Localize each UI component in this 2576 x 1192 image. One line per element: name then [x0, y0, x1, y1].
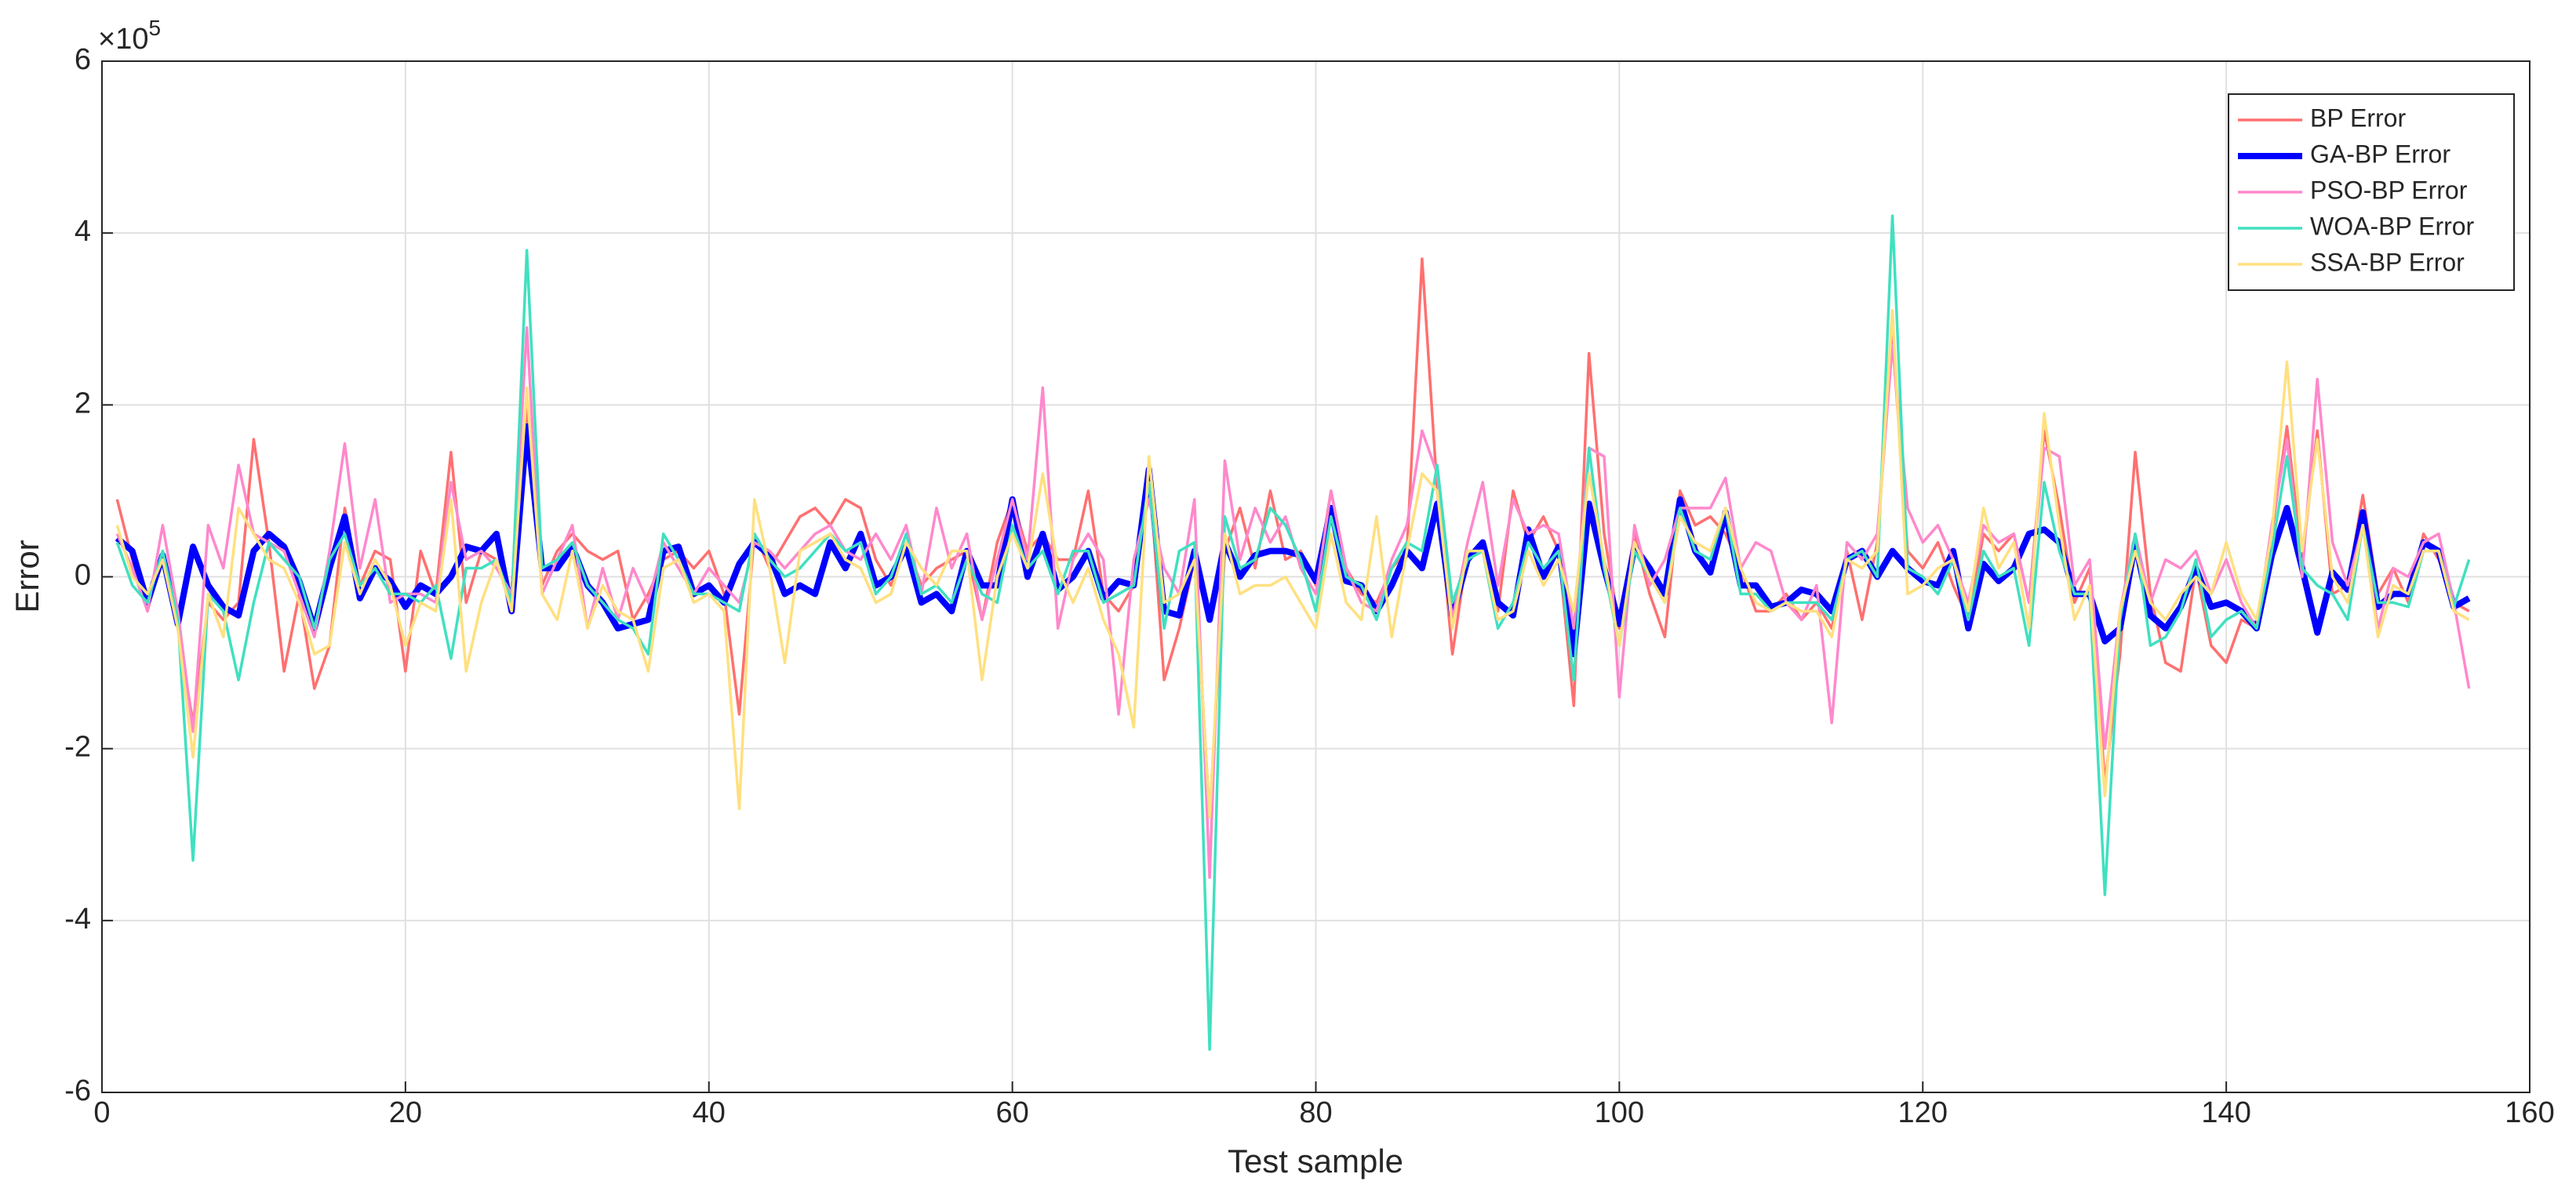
x-tick-label: 60 — [995, 1096, 1028, 1129]
x-tick-label: 160 — [2505, 1096, 2554, 1129]
x-tick-label: 140 — [2201, 1096, 2250, 1129]
y-axis-label: Error — [9, 540, 45, 612]
ticks: 0 20 40 60 80 100 120 140 160 -6 -4 -2 0 2 4 6 — [64, 43, 2555, 1129]
legend-label: GA-BP Error — [2310, 140, 2450, 168]
legend-label: BP Error — [2310, 104, 2406, 132]
y-tick-label: 0 — [75, 559, 91, 592]
plot-lines — [115, 214, 2471, 1051]
y-tick-label: 4 — [75, 215, 91, 248]
legend: BP Error GA-BP Error PSO-BP Error WOA-BP Er… — [2228, 93, 2515, 291]
y-tick-label: -4 — [64, 903, 91, 936]
x-tick-label: 40 — [693, 1096, 726, 1129]
x-tick-label: 80 — [1299, 1096, 1332, 1129]
x-tick-label: 100 — [1595, 1096, 1644, 1129]
legend-label: WOA-BP Error — [2310, 212, 2475, 240]
y-multiplier-base: ×10 — [98, 23, 148, 56]
y-tick-label: 2 — [75, 387, 91, 420]
y-tick-label: -2 — [64, 731, 91, 764]
legend-label: SSA-BP Error — [2310, 248, 2465, 276]
y-multiplier: ×105 — [98, 16, 161, 56]
x-tick-label: 20 — [389, 1096, 422, 1129]
y-tick-label: -6 — [64, 1074, 91, 1107]
x-axis-label: Test sample — [1228, 1143, 1403, 1179]
series-line — [115, 214, 2471, 1051]
y-multiplier-power: 5 — [148, 16, 161, 40]
x-tick-label: 120 — [1898, 1096, 1948, 1129]
x-tick-label: 0 — [93, 1096, 110, 1129]
series-line — [115, 309, 2470, 820]
legend-label: PSO-BP Error — [2310, 176, 2468, 204]
y-tick-label: 6 — [75, 43, 91, 76]
